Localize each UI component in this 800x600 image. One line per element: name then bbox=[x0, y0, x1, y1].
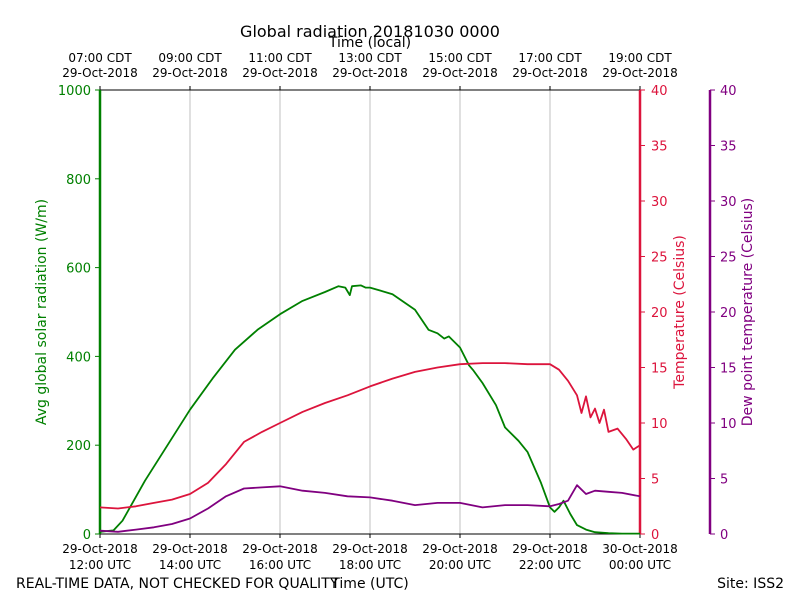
temperature-tick-label: 15 bbox=[651, 362, 668, 377]
temperature-tick-label: 10 bbox=[651, 417, 668, 432]
dewpoint-tick-label: 35 bbox=[720, 140, 737, 155]
dewpoint-line bbox=[99, 484, 641, 533]
x-tick-label-local-date: 29-Oct-2018 bbox=[152, 66, 228, 80]
x-tick-label-utc-date: 29-Oct-2018 bbox=[512, 542, 588, 556]
x-tick-label-local-time: 19:00 CDT bbox=[608, 51, 672, 65]
temperature-axis-label: Temperature (Celsius) bbox=[672, 235, 688, 390]
dewpoint-tick-label: 20 bbox=[720, 306, 737, 321]
temperature-tick-label: 40 bbox=[651, 84, 668, 99]
x-tick-label-utc-date: 29-Oct-2018 bbox=[332, 542, 408, 556]
x-tick-label-local-time: 15:00 CDT bbox=[428, 51, 492, 65]
dewpoint-tick-label: 5 bbox=[720, 473, 728, 488]
temperature-tick-label: 0 bbox=[651, 528, 659, 543]
x-tick-label-local-time: 07:00 CDT bbox=[68, 51, 132, 65]
x-tick-label-local-date: 29-Oct-2018 bbox=[602, 66, 678, 80]
bottom-axis-label: Time (UTC) bbox=[330, 576, 408, 592]
radiation-tick-label: 200 bbox=[66, 439, 91, 454]
x-tick-label-local-date: 29-Oct-2018 bbox=[332, 66, 408, 80]
radiation-tick-label: 400 bbox=[66, 350, 91, 365]
temperature-tick-label: 35 bbox=[651, 140, 668, 155]
radiation-axis-label: Avg global solar radiation (W/m) bbox=[34, 199, 50, 425]
temperature-tick-label: 5 bbox=[651, 473, 659, 488]
temperature-tick-label: 25 bbox=[651, 251, 668, 266]
x-tick-label-utc-time: 00:00 UTC bbox=[609, 558, 671, 572]
radiation-tick-label: 0 bbox=[83, 528, 91, 543]
x-tick-label-utc-time: 22:00 UTC bbox=[519, 558, 581, 572]
dewpoint-axis-label: Dew point temperature (Celsius) bbox=[740, 198, 756, 426]
temperature-line bbox=[99, 362, 641, 510]
footer-disclaimer: REAL-TIME DATA, NOT CHECKED FOR QUALITY bbox=[16, 576, 339, 592]
x-tick-label-local-time: 09:00 CDT bbox=[158, 51, 222, 65]
temperature-tick-label: 20 bbox=[651, 306, 668, 321]
temperature-tick-label: 30 bbox=[651, 195, 668, 210]
x-tick-label-local-date: 29-Oct-2018 bbox=[62, 66, 138, 80]
x-tick-label-utc-time: 14:00 UTC bbox=[159, 558, 221, 572]
dewpoint-tick-label: 30 bbox=[720, 195, 737, 210]
chart-title: Global radiation 20181030 0000 bbox=[240, 22, 500, 41]
top-axis-label: Time (local) bbox=[328, 35, 411, 51]
x-tick-label-local-time: 11:00 CDT bbox=[248, 51, 312, 65]
x-tick-label-local-date: 29-Oct-2018 bbox=[242, 66, 318, 80]
x-tick-label-utc-time: 12:00 UTC bbox=[69, 558, 131, 572]
radiation-tick-label: 800 bbox=[66, 173, 91, 188]
x-tick-label-local-date: 29-Oct-2018 bbox=[422, 66, 498, 80]
x-tick-label-utc-date: 29-Oct-2018 bbox=[242, 542, 318, 556]
x-tick-label-local-time: 13:00 CDT bbox=[338, 51, 402, 65]
x-tick-label-utc-time: 20:00 UTC bbox=[429, 558, 491, 572]
radiation-tick-label: 600 bbox=[66, 262, 91, 277]
x-tick-label-utc-time: 16:00 UTC bbox=[249, 558, 311, 572]
x-tick-label-utc-date: 29-Oct-2018 bbox=[62, 542, 138, 556]
x-tick-label-utc-time: 18:00 UTC bbox=[339, 558, 401, 572]
x-tick-label-local-date: 29-Oct-2018 bbox=[512, 66, 588, 80]
radiation-tick-label: 1000 bbox=[58, 84, 91, 99]
x-tick-label-utc-date: 29-Oct-2018 bbox=[422, 542, 498, 556]
dewpoint-tick-label: 15 bbox=[720, 362, 737, 377]
x-tick-label-utc-date: 30-Oct-2018 bbox=[602, 542, 678, 556]
footer-site: Site: ISS2 bbox=[717, 576, 784, 592]
dewpoint-tick-label: 40 bbox=[720, 84, 737, 99]
x-tick-label-utc-date: 29-Oct-2018 bbox=[152, 542, 228, 556]
dewpoint-tick-label: 10 bbox=[720, 417, 737, 432]
x-tick-label-local-time: 17:00 CDT bbox=[518, 51, 582, 65]
dewpoint-tick-label: 0 bbox=[720, 528, 728, 543]
dewpoint-tick-label: 25 bbox=[720, 251, 737, 266]
